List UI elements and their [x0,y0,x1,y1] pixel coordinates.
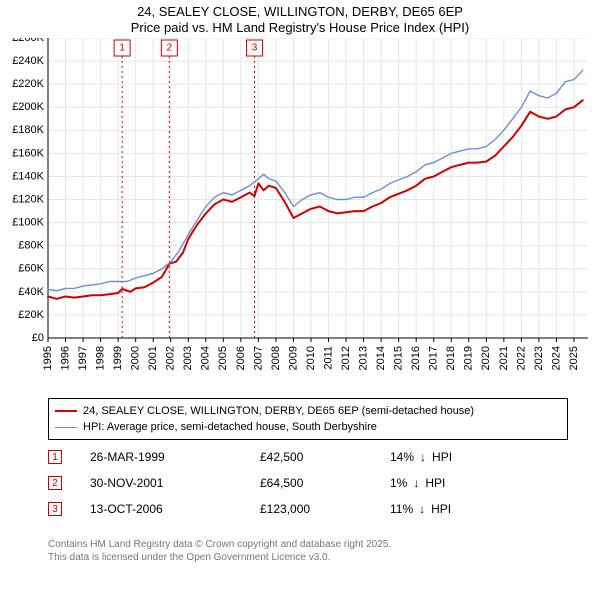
svg-text:£60K: £60K [18,263,44,275]
svg-text:2006: 2006 [235,346,247,370]
delta-pct: 11% [390,502,413,516]
transaction-delta: 1% ↓ HPI [390,476,445,490]
transaction-price: £42,500 [260,450,390,464]
svg-text:£0: £0 [32,332,44,344]
transaction-badge: 1 [48,450,62,464]
svg-text:2009: 2009 [287,346,299,370]
svg-text:£180K: £180K [12,124,44,136]
title-line-2: Price paid vs. HM Land Registry's House … [0,20,600,36]
svg-text:2018: 2018 [445,346,457,370]
delta-pct: 1% [390,476,407,490]
svg-text:£260K: £260K [12,38,44,44]
table-row: 1 26-MAR-1999 £42,500 14% ↓ HPI [48,444,568,470]
attribution-line: Contains HM Land Registry data © Crown c… [48,539,391,552]
legend-label: HPI: Average price, semi-detached house,… [83,421,377,433]
svg-text:2016: 2016 [410,346,422,370]
svg-text:£20K: £20K [18,309,44,321]
transaction-date: 13-OCT-2006 [90,502,260,516]
footer: Contains HM Land Registry data © Crown c… [48,539,391,564]
svg-text:2002: 2002 [165,346,177,370]
svg-text:3: 3 [252,43,258,54]
svg-text:£140K: £140K [12,170,44,182]
delta-suffix: HPI [431,502,451,516]
svg-text:2022: 2022 [515,346,527,370]
arrow-down-icon: ↓ [413,476,419,490]
arrow-down-icon: ↓ [419,502,425,516]
transaction-badge: 2 [48,476,62,490]
delta-suffix: HPI [425,476,445,490]
legend-label: 24, SEALEY CLOSE, WILLINGTON, DERBY, DE6… [83,405,474,417]
svg-text:2023: 2023 [533,346,545,370]
delta-suffix: HPI [432,450,452,464]
svg-text:2005: 2005 [217,346,229,370]
svg-text:£220K: £220K [12,78,44,90]
transaction-badge: 3 [48,502,62,516]
transaction-date: 30-NOV-2001 [90,476,260,490]
transaction-delta: 11% ↓ HPI [390,502,451,516]
svg-text:£200K: £200K [12,101,44,113]
svg-text:1996: 1996 [59,346,71,370]
transaction-date: 26-MAR-1999 [90,450,260,464]
svg-text:2021: 2021 [498,346,510,370]
svg-text:2000: 2000 [130,346,142,370]
svg-text:£100K: £100K [12,217,44,229]
svg-text:1998: 1998 [95,346,107,370]
svg-text:2025: 2025 [568,346,580,370]
legend-item: HPI: Average price, semi-detached house,… [55,419,561,435]
svg-text:2020: 2020 [480,346,492,370]
svg-text:2014: 2014 [375,346,387,370]
legend-item: 24, SEALEY CLOSE, WILLINGTON, DERBY, DE6… [55,403,561,419]
legend-swatch [55,410,77,412]
legend-swatch [55,427,77,428]
svg-text:2017: 2017 [428,346,440,370]
title-line-1: 24, SEALEY CLOSE, WILLINGTON, DERBY, DE6… [0,4,600,20]
chart-svg: £0 £20K £40K £60K £80K £100K £120K £140K £160K £1… [0,38,600,388]
svg-text:2010: 2010 [305,346,317,370]
table-row: 2 30-NOV-2001 £64,500 1% ↓ HPI [48,470,568,496]
table-row: 3 13-OCT-2006 £123,000 11% ↓ HPI [48,496,568,522]
chart-title: 24, SEALEY CLOSE, WILLINGTON, DERBY, DE6… [0,0,600,37]
svg-text:£120K: £120K [12,193,44,205]
transaction-price: £64,500 [260,476,390,490]
arrow-down-icon: ↓ [420,450,426,464]
svg-text:2011: 2011 [322,346,334,370]
svg-text:2019: 2019 [463,346,475,370]
svg-text:2004: 2004 [200,346,212,370]
svg-text:2007: 2007 [252,346,264,370]
legend: 24, SEALEY CLOSE, WILLINGTON, DERBY, DE6… [48,398,568,440]
svg-text:2013: 2013 [357,346,369,370]
transaction-price: £123,000 [260,502,390,516]
delta-pct: 14% [390,450,414,464]
svg-text:2015: 2015 [393,346,405,370]
svg-text:£240K: £240K [12,55,44,67]
chart: £0 £20K £40K £60K £80K £100K £120K £140K £160K £1… [0,38,600,388]
svg-text:2003: 2003 [182,346,194,370]
attribution-line: This data is licensed under the Open Gov… [48,552,391,565]
svg-text:2008: 2008 [270,346,282,370]
svg-text:2012: 2012 [340,346,352,370]
svg-text:1995: 1995 [42,346,54,370]
svg-text:2001: 2001 [147,346,159,370]
page: 24, SEALEY CLOSE, WILLINGTON, DERBY, DE6… [0,0,600,590]
svg-text:1997: 1997 [77,346,89,370]
svg-text:1999: 1999 [112,346,124,370]
svg-text:£160K: £160K [12,147,44,159]
svg-text:1: 1 [119,43,125,54]
svg-text:£80K: £80K [18,240,44,252]
svg-text:2024: 2024 [550,346,562,370]
svg-text:2: 2 [167,43,173,54]
svg-text:£40K: £40K [18,286,44,298]
transactions-table: 1 26-MAR-1999 £42,500 14% ↓ HPI 2 30-NOV… [48,444,568,522]
transaction-delta: 14% ↓ HPI [390,450,452,464]
